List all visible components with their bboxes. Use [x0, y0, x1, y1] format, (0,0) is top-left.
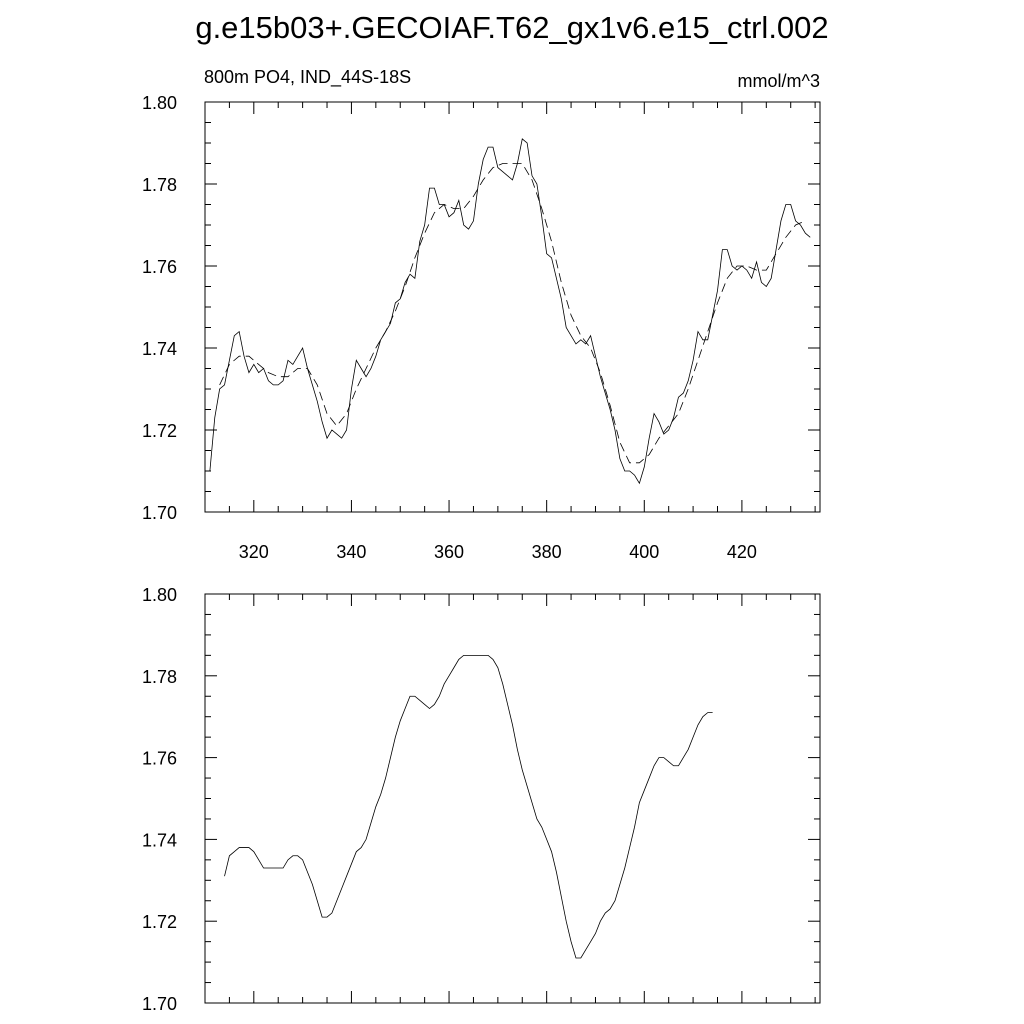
bottom-ytick-label: 1.74 [142, 830, 177, 850]
bottom-series-solid-line [224, 654, 713, 959]
bottom-ytick-label: 1.76 [142, 749, 177, 769]
top-xtick-label: 400 [629, 542, 659, 562]
bottom-ytick-label: 1.72 [142, 912, 177, 932]
top-ytick-label: 1.74 [142, 339, 177, 359]
top-plot-frame [204, 101, 821, 513]
bottom-ytick-label: 1.70 [142, 994, 177, 1014]
top-series-dashed-line [219, 163, 806, 464]
top-plot-area: 1.70 1.72 1.74 1.76 1.78 1.80 320 340 360 380 400 4… [142, 93, 821, 562]
top-series-solid-line [209, 138, 811, 485]
top-panel: 800m PO4, IND_44S-18S mmol/m^3 1.701.721… [142, 67, 821, 562]
top-xtick-label: 340 [336, 542, 366, 562]
top-xtick-label: 420 [727, 542, 757, 562]
top-panel-units-label: mmol/m^3 [738, 71, 820, 91]
top-ytick-label: 1.76 [142, 257, 177, 277]
bottom-ytick-label: 1.80 [142, 585, 177, 605]
top-xtick-label: 380 [532, 542, 562, 562]
top-ytick-label: 1.72 [142, 421, 177, 441]
bottom-plot-frame [204, 593, 821, 1004]
chart-title: g.e15b03+.GECOIAF.T62_gx1v6.e15_ctrl.002 [195, 10, 828, 45]
top-xtick-label: 320 [239, 542, 269, 562]
bottom-panel: 1.70 1.72 1.74 1.76 1.78 1.80 [142, 585, 821, 1014]
top-xtick-label: 360 [434, 542, 464, 562]
bottom-plot-area: 1.70 1.72 1.74 1.76 1.78 1.80 [142, 585, 821, 1014]
top-ytick-label: 1.70 [142, 503, 177, 523]
top-ytick-label: 1.78 [142, 175, 177, 195]
top-ytick-label: 1.80 [142, 93, 177, 113]
top-panel-left-label: 800m PO4, IND_44S-18S [204, 67, 411, 88]
bottom-ytick-label: 1.78 [142, 667, 177, 687]
